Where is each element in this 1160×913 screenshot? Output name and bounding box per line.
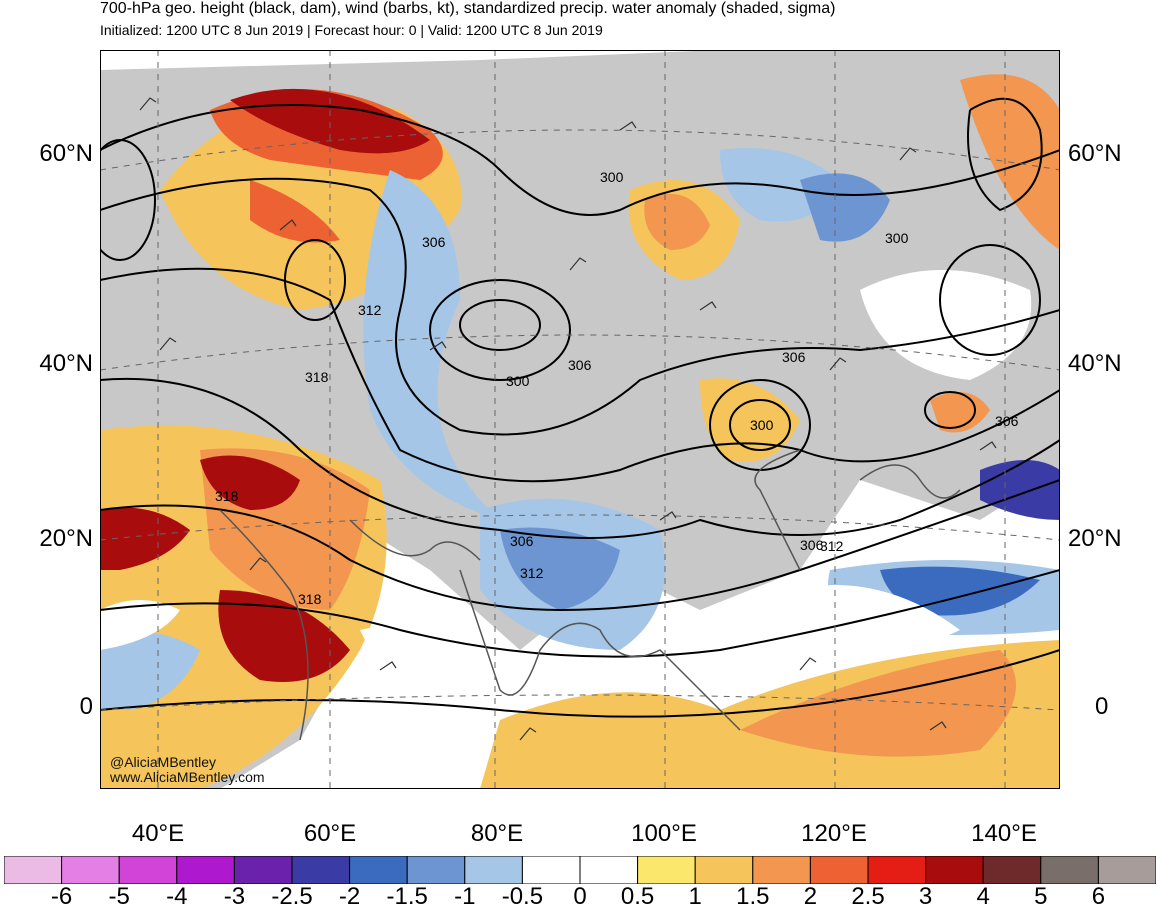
- contour-label: 300: [750, 417, 774, 433]
- colorbar-label: -2.5: [271, 883, 313, 910]
- lat-label-40n-left: 40°N: [39, 350, 93, 377]
- lon-label-60e: 60°E: [303, 820, 357, 847]
- colorbar-swatch: [752, 856, 811, 884]
- colorbar-label: 6: [1091, 883, 1106, 910]
- lat-label-20n-left: 20°N: [39, 525, 93, 552]
- colorbar-swatch: [1040, 856, 1099, 884]
- lat-label-60n-right: 60°N: [1068, 140, 1122, 167]
- credit-handle: @AliciaMBentley: [110, 754, 217, 770]
- colorbar-swatch: [579, 856, 639, 884]
- colorbar-swatch: [694, 856, 754, 884]
- colorbar-swatch: [291, 856, 351, 884]
- contour-label: 300: [506, 373, 530, 389]
- contour-label: 318: [305, 369, 329, 385]
- colorbar-label: 5: [1034, 883, 1048, 910]
- lat-label-0-right: 0: [1095, 693, 1109, 720]
- contour-labels: 300 306 312 318 300 306 300 306 300 306 …: [215, 169, 1019, 607]
- colorbar-label: 4: [976, 883, 990, 910]
- colorbar-swatch: [637, 856, 696, 884]
- contour-label: 318: [215, 488, 239, 504]
- colorbar-label: -0.5: [501, 883, 544, 910]
- colorbar-swatch: [349, 856, 408, 884]
- colorbar-label: -5: [108, 883, 130, 910]
- colorbar-swatch: [61, 856, 120, 884]
- colorbar-label: -3: [223, 883, 246, 910]
- contour-label: 306: [422, 234, 446, 250]
- colorbar-swatch: [464, 856, 523, 884]
- colorbar-swatch: [982, 856, 1042, 884]
- colorbar-label: 0: [573, 883, 587, 910]
- coastlines: [219, 449, 961, 741]
- lat-label-60n-left: 60°N: [39, 140, 93, 167]
- colorbar-label: 2.5: [851, 883, 885, 910]
- lon-label-140e: 140°E: [971, 820, 1037, 847]
- contour-label: 312: [820, 538, 844, 554]
- colorbar-label: 1: [688, 883, 702, 910]
- colorbar-swatch: [176, 856, 235, 884]
- graticule: [100, 50, 1060, 789]
- lat-label-0-left: 0: [79, 693, 93, 720]
- colorbar-swatch: [233, 856, 293, 884]
- contour-label: 300: [885, 230, 909, 246]
- colorbar-label: -2: [338, 883, 361, 910]
- wind-barbs: [139, 97, 997, 741]
- map-frame: [100, 50, 1060, 789]
- contour-label: 306: [568, 357, 592, 373]
- figure-title: 700-hPa geo. height (black, dam), wind (…: [100, 0, 836, 17]
- contour-label: 312: [358, 302, 382, 318]
- colorbar-swatch: [4, 856, 63, 884]
- contour-label: 300: [600, 169, 624, 185]
- colorbar-swatch: [118, 856, 178, 884]
- figure-subtitle: Initialized: 1200 UTC 8 Jun 2019 | Forec…: [100, 22, 603, 38]
- positive-anomaly-shading: [100, 74, 1060, 789]
- contour-label: 306: [995, 413, 1019, 429]
- height-contours: [100, 97, 1060, 718]
- colorbar-label: 2: [803, 883, 818, 910]
- colorbar-label: 1.5: [736, 883, 770, 910]
- colorbar-label: 3: [918, 883, 933, 910]
- contour-label: 318: [298, 591, 322, 607]
- colorbar-swatch: [521, 856, 581, 884]
- lon-label-120e: 120°E: [801, 820, 867, 847]
- lat-label-40n-right: 40°N: [1068, 350, 1122, 377]
- contour-label: 306: [782, 349, 806, 365]
- colorbar-label: -1: [454, 883, 476, 910]
- colorbar-swatch: [925, 856, 984, 884]
- colorbar-label: 0.5: [620, 883, 655, 910]
- colorbar-label: -4: [166, 883, 188, 910]
- colorbar-swatch: [406, 856, 466, 884]
- lon-label-40e: 40°E: [131, 820, 185, 847]
- lon-label-100e: 100°E: [631, 820, 697, 847]
- credit-website: www.AliciaMBentley.com: [110, 769, 265, 785]
- colorbar-label: -1.5: [386, 883, 428, 910]
- colorbar-label: -6: [50, 883, 73, 910]
- contour-label: 306: [800, 537, 824, 553]
- map-panel: 300 306 312 318 300 306 300 306 300 306 …: [100, 50, 1060, 789]
- lat-label-20n-right: 20°N: [1068, 525, 1122, 552]
- contour-label: 312: [520, 565, 544, 581]
- colorbar-swatch: [1097, 856, 1156, 884]
- colorbar: [4, 856, 1156, 884]
- lon-label-80e: 80°E: [470, 820, 524, 847]
- colorbar-swatch: [867, 856, 927, 884]
- colorbar-swatch: [809, 856, 869, 884]
- contour-label: 306: [510, 533, 534, 549]
